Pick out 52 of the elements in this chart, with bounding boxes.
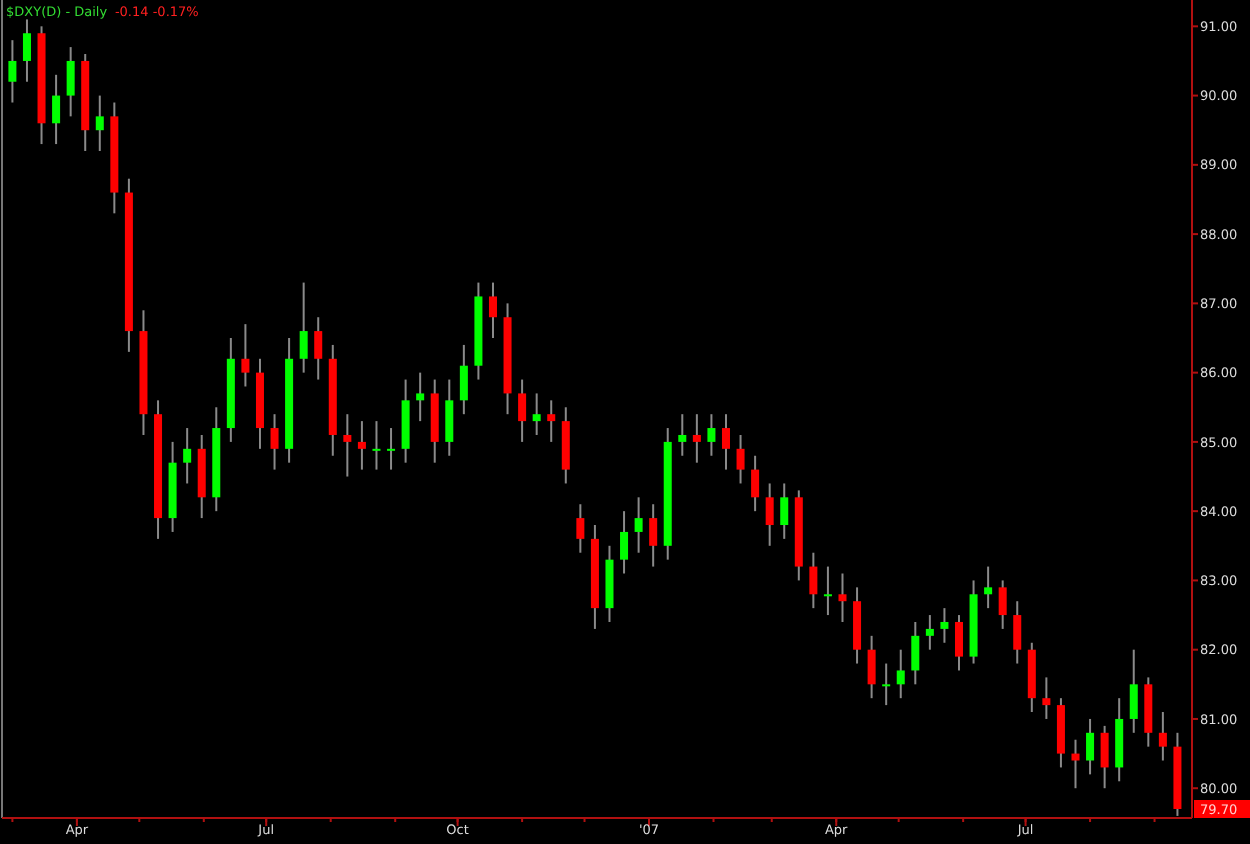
candlestick bbox=[721, 413, 730, 471]
candlestick bbox=[998, 579, 1007, 630]
candlestick bbox=[1129, 648, 1138, 734]
candlestick bbox=[1013, 600, 1022, 665]
candlestick bbox=[882, 662, 891, 707]
candlestick bbox=[692, 413, 701, 464]
candlestick bbox=[765, 482, 774, 547]
candlestick bbox=[270, 413, 279, 471]
candlestick bbox=[183, 427, 192, 485]
candlestick bbox=[488, 281, 497, 340]
candlestick bbox=[751, 454, 760, 513]
candlestick bbox=[925, 614, 934, 651]
candlestick bbox=[1158, 711, 1167, 762]
candlestick bbox=[954, 614, 963, 672]
candlestick bbox=[314, 316, 323, 381]
candlestick bbox=[445, 378, 454, 457]
candlestick bbox=[940, 607, 949, 644]
candlestick bbox=[22, 18, 31, 83]
candlestick bbox=[66, 46, 75, 118]
candlestick bbox=[357, 420, 366, 471]
candlestick bbox=[707, 413, 716, 457]
candlestick bbox=[867, 634, 876, 700]
candlestick bbox=[678, 413, 687, 457]
candlestick bbox=[620, 510, 629, 575]
candlestick bbox=[896, 648, 905, 700]
candlestick bbox=[809, 551, 818, 610]
candlestick bbox=[649, 503, 658, 568]
candlestick bbox=[911, 620, 920, 686]
candlestick bbox=[576, 503, 585, 554]
candlestick bbox=[736, 433, 745, 485]
candlestick bbox=[823, 565, 832, 617]
candlestick bbox=[387, 427, 396, 471]
candlestick bbox=[838, 572, 847, 623]
candlestick bbox=[634, 496, 643, 554]
candlestick bbox=[372, 420, 381, 471]
candlestick bbox=[518, 378, 527, 443]
candlestick bbox=[547, 399, 556, 443]
candlestick bbox=[95, 94, 104, 152]
candlestick bbox=[416, 371, 425, 423]
candlestick bbox=[241, 323, 250, 388]
candlestick bbox=[1086, 717, 1095, 776]
candlestick bbox=[532, 392, 541, 436]
candlestick bbox=[299, 281, 308, 374]
candlestick bbox=[780, 482, 789, 540]
candlestick bbox=[459, 343, 468, 416]
candlestick bbox=[1071, 738, 1080, 790]
candlestick bbox=[52, 73, 61, 146]
candlestick bbox=[1100, 724, 1109, 790]
candlestick bbox=[343, 413, 352, 478]
candlestick bbox=[8, 39, 17, 104]
candlestick bbox=[1042, 676, 1051, 720]
candlestick bbox=[984, 565, 993, 610]
